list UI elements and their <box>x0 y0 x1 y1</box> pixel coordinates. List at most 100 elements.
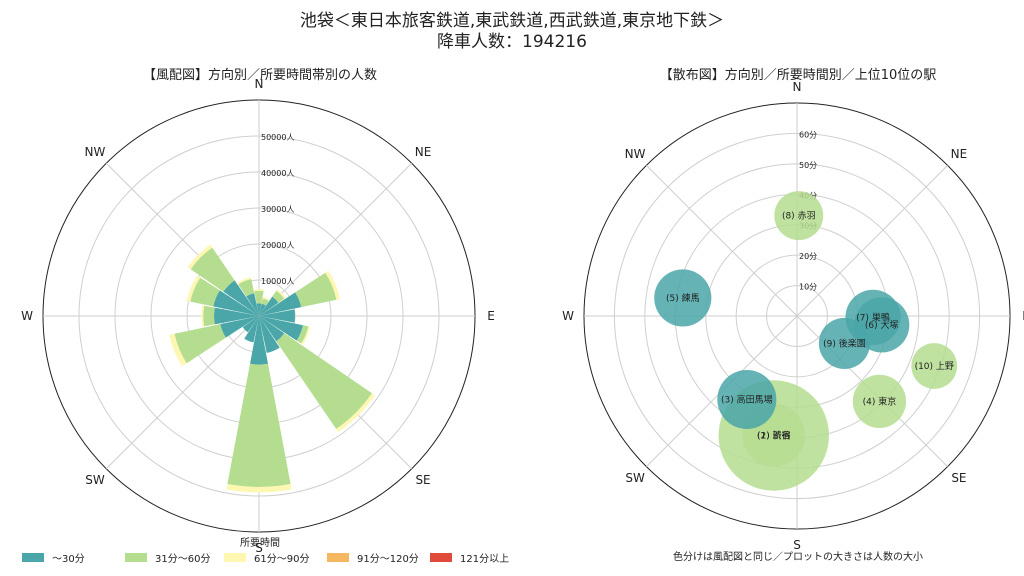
legend-title: 所要時間 <box>240 538 280 549</box>
wind-rose-bar <box>220 316 259 338</box>
wind-rose-bar <box>259 309 295 323</box>
wind-rose-bar <box>276 289 286 299</box>
wind-rose-bar <box>190 247 235 292</box>
scatter-direction-label: N <box>793 80 802 94</box>
scatter-point-label: (7) 巣鴨 <box>856 311 890 323</box>
scatter-point-label: (8) 赤羽 <box>782 211 816 222</box>
scatter-point-label: (5) 練馬 <box>666 292 700 304</box>
legend-label: 61分～90分 <box>254 554 310 565</box>
scatter-direction-label: S <box>793 538 801 552</box>
scatter-radial-tick-label: 60分 <box>799 130 817 139</box>
wind-rose-bar <box>296 325 309 344</box>
wind-rose-radial-tick-label: 10000人 <box>261 277 294 286</box>
scatter-title: 【散布図】方向別／所要時間別／上位10位の駅 <box>659 68 937 83</box>
wind-rose-bar <box>261 298 269 306</box>
scatter-direction-label: E <box>1022 309 1024 323</box>
wind-rose-bar <box>186 275 201 302</box>
wind-rose-bar <box>174 324 226 364</box>
legend-label: 31分～60分 <box>155 554 211 565</box>
scatter-direction-label: SE <box>951 471 966 485</box>
wind-rose-radial-tick-label: 30000人 <box>261 205 294 214</box>
wind-rose-bar <box>203 305 215 327</box>
legend-item: 91分～120分 <box>327 550 419 565</box>
wind-rose-bar <box>226 484 292 493</box>
wind-rose-bar <box>259 316 304 341</box>
legend-item: 121分以上 <box>430 550 509 565</box>
scatter-point <box>818 317 870 369</box>
wind-rose-radial-tick-label: 40000人 <box>261 169 294 178</box>
legend-swatch <box>224 553 246 562</box>
wind-rose-bar <box>259 316 280 353</box>
wind-rose-bar <box>256 303 262 316</box>
wind-rose-bar <box>244 316 259 343</box>
wind-rose-bar <box>187 244 213 270</box>
scatter-radial-tick-label: 20分 <box>799 252 817 261</box>
scatter-point-label: (4) 東京 <box>863 395 897 407</box>
scatter-radial-tick-label: 10分 <box>799 283 817 292</box>
wind-rose-bar <box>336 393 375 432</box>
wind-rose-bar <box>214 307 259 325</box>
wind-rose-direction-label: SE <box>415 473 430 487</box>
scatter-point-label: (1) 新宿 <box>757 429 791 441</box>
scatter-point-label: (2) 渋谷 <box>757 429 791 441</box>
scatter-point <box>774 191 824 241</box>
scatter-point <box>717 369 777 429</box>
scatter-note: 色分けは風配図と同じ／プロットの大きさは人数の大小 <box>673 552 923 563</box>
legend-item: 61分～90分 <box>224 550 309 565</box>
wind-rose-grid-spoke <box>105 315 260 470</box>
wind-rose-radial-tick-label: 50000人 <box>261 133 294 142</box>
wind-rose-bar <box>213 290 259 316</box>
legend-swatch <box>22 553 44 562</box>
wind-rose-bar <box>276 333 372 429</box>
scatter-point <box>654 269 712 327</box>
scatter-direction-label: W <box>562 309 574 323</box>
wind-rose-bar <box>301 326 311 345</box>
wind-rose-bar <box>223 280 259 316</box>
wind-rose-bar <box>325 270 341 300</box>
wind-rose-bar <box>295 272 337 308</box>
scatter-direction-label: NW <box>625 147 646 161</box>
chart-title-line1: 池袋＜東日本旅客鉄道,東武鉄道,西武鉄道,東京地下鉄＞ <box>299 11 725 31</box>
wind-rose-bar <box>227 363 291 487</box>
scatter-grid-spoke <box>646 165 798 317</box>
wind-rose-direction-label: NW <box>85 145 106 159</box>
legend: ～30分 31分～60分 61分～90分 91分～120分 121分以上 <box>0 550 520 568</box>
wind-rose-direction-label: W <box>21 309 33 323</box>
wind-rose-bar <box>250 316 268 365</box>
wind-rose-direction-label: SW <box>85 473 105 487</box>
wind-rose-title: 【風配図】方向別／所要時間帯別の人数 <box>142 68 377 83</box>
wind-rose-bar <box>237 277 252 285</box>
legend-item: 31分～60分 <box>125 550 210 565</box>
scatter-point-label: (3) 高田馬場 <box>721 393 773 405</box>
legend-label: ～30分 <box>52 554 85 565</box>
wind-rose-bar <box>259 303 266 316</box>
legend-swatch <box>327 553 349 562</box>
wind-rose-bar <box>201 305 205 327</box>
wind-rose-bar <box>246 293 259 316</box>
scatter-direction-label: SW <box>625 471 645 485</box>
wind-rose-bar <box>259 292 302 316</box>
wind-rose-bar <box>190 277 220 307</box>
scatter-point <box>911 343 958 389</box>
legend-label: 91分～120分 <box>357 554 419 565</box>
wind-rose-bar <box>242 316 259 333</box>
scatter-grid-spoke <box>796 165 948 317</box>
legend-label: 121分以上 <box>460 554 510 565</box>
wind-rose-direction-label: NE <box>415 145 432 159</box>
wind-rose-bar <box>272 290 285 303</box>
wind-rose-bar <box>169 333 187 367</box>
wind-rose-bar <box>259 296 279 316</box>
scatter-point-label: (6) 大塚 <box>865 319 899 331</box>
wind-rose-bar <box>254 290 264 304</box>
chart-title-line2: 降車人数：194216 <box>437 32 587 52</box>
wind-rose-direction-label: E <box>487 309 495 323</box>
scatter-point-label: (9) 後楽園 <box>823 337 866 349</box>
wind-rose-radial-tick-label: 20000人 <box>261 241 294 250</box>
scatter-radial-tick-label: 50分 <box>799 161 817 170</box>
wind-rose-bar <box>238 279 255 297</box>
wind-rose-bar <box>259 316 285 342</box>
legend-swatch <box>430 553 452 562</box>
legend-swatch <box>125 553 147 562</box>
wind-rose-direction-label: N <box>255 77 264 91</box>
